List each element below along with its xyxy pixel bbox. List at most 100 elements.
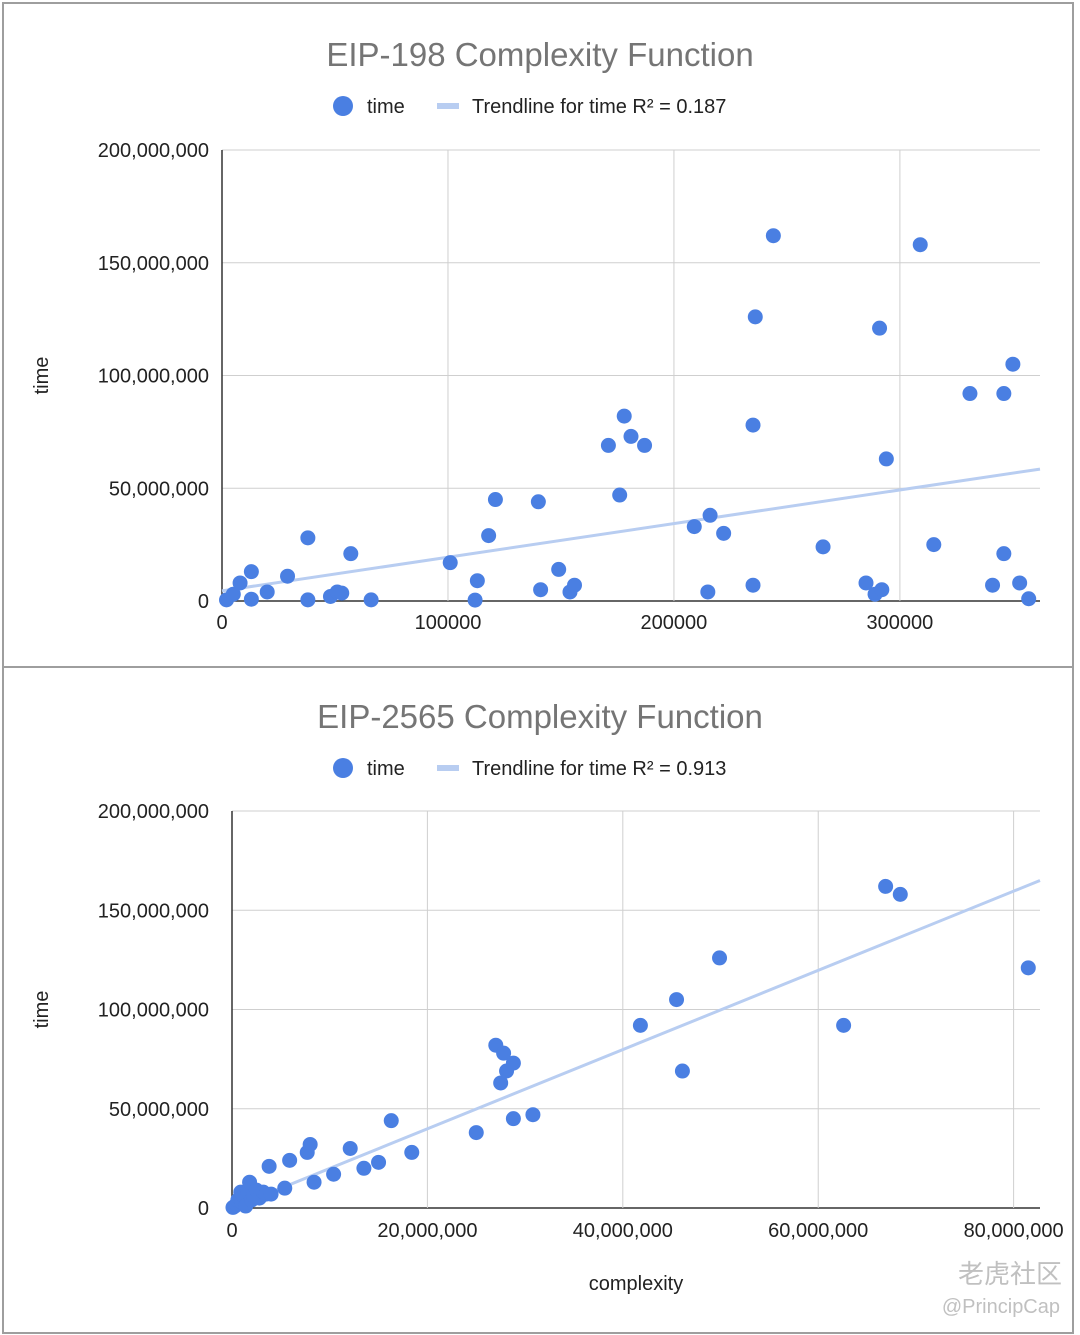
y-tick-label: 50,000,000 bbox=[109, 478, 209, 500]
y-tick-label: 150,000,000 bbox=[98, 900, 209, 922]
data-point bbox=[300, 530, 316, 546]
data-point bbox=[442, 555, 458, 571]
x-tick-label: 200000 bbox=[641, 612, 708, 634]
data-point bbox=[469, 573, 485, 589]
data-point bbox=[747, 309, 763, 325]
data-point bbox=[1021, 591, 1037, 607]
data-point bbox=[962, 386, 978, 402]
data-point bbox=[356, 1160, 372, 1176]
data-point bbox=[712, 950, 728, 966]
data-point bbox=[716, 525, 732, 541]
data-point bbox=[302, 1136, 318, 1152]
data-point bbox=[612, 487, 628, 503]
data-point bbox=[383, 1113, 399, 1129]
data-point bbox=[371, 1154, 387, 1170]
data-point bbox=[632, 1017, 648, 1033]
x-tick-label: 0 bbox=[226, 1220, 237, 1242]
y-tick-label: 200,000,000 bbox=[98, 801, 209, 823]
data-point bbox=[616, 408, 632, 424]
data-point bbox=[872, 320, 888, 336]
data-point bbox=[551, 561, 567, 577]
data-point bbox=[404, 1144, 420, 1160]
data-point bbox=[493, 1075, 509, 1091]
legend-label-trend: Trendline for time R² = 0.913 bbox=[472, 758, 726, 780]
data-point bbox=[306, 1174, 322, 1190]
legend-label-points: time bbox=[367, 96, 405, 118]
data-point bbox=[243, 591, 259, 607]
y-tick-label: 150,000,000 bbox=[98, 253, 209, 275]
data-point bbox=[277, 1180, 293, 1196]
y-axis-title: time bbox=[31, 357, 53, 395]
legend-marker-points bbox=[333, 758, 353, 778]
data-point bbox=[702, 507, 718, 523]
data-point bbox=[926, 537, 942, 553]
x-tick-label: 60,000,000 bbox=[768, 1220, 868, 1242]
legend-label-trend: Trendline for time R² = 0.187 bbox=[472, 96, 726, 118]
data-point bbox=[1020, 960, 1036, 976]
data-point bbox=[985, 577, 1001, 593]
y-tick-label: 100,000,000 bbox=[98, 366, 209, 388]
data-point bbox=[674, 1063, 690, 1079]
data-point bbox=[1005, 356, 1021, 372]
data-point bbox=[467, 592, 483, 608]
data-point bbox=[878, 451, 894, 467]
data-point bbox=[505, 1055, 521, 1071]
x-tick-label: 100000 bbox=[415, 612, 482, 634]
data-point bbox=[567, 577, 583, 593]
legend-marker-points bbox=[333, 96, 353, 116]
data-point bbox=[259, 584, 275, 600]
data-point bbox=[263, 1186, 279, 1202]
data-point bbox=[533, 582, 549, 598]
data-point bbox=[232, 575, 248, 591]
x-tick-label: 80,000,000 bbox=[964, 1220, 1064, 1242]
data-point bbox=[745, 417, 761, 433]
trendline bbox=[231, 879, 1041, 1210]
data-point bbox=[496, 1045, 512, 1061]
y-tick-label: 100,000,000 bbox=[98, 1000, 209, 1022]
data-point bbox=[912, 237, 928, 253]
data-point bbox=[505, 1111, 521, 1127]
x-tick-label: 300000 bbox=[867, 612, 934, 634]
y-tick-label: 0 bbox=[198, 591, 209, 613]
data-point bbox=[261, 1158, 277, 1174]
data-point bbox=[481, 528, 497, 544]
data-point bbox=[669, 992, 685, 1008]
data-point bbox=[326, 1166, 342, 1182]
x-axis-title: complexity bbox=[589, 1273, 683, 1295]
data-point bbox=[280, 568, 296, 584]
data-point bbox=[892, 886, 908, 902]
data-point bbox=[765, 228, 781, 244]
data-point bbox=[1012, 575, 1028, 591]
x-tick-label: 20,000,000 bbox=[377, 1220, 477, 1242]
data-point bbox=[700, 584, 716, 600]
data-point bbox=[363, 592, 379, 608]
y-tick-label: 0 bbox=[198, 1198, 209, 1220]
data-point bbox=[878, 878, 894, 894]
y-tick-label: 200,000,000 bbox=[98, 140, 209, 162]
watermark-logo: 老虎社区 bbox=[957, 1259, 1062, 1289]
data-point bbox=[468, 1125, 484, 1141]
data-point bbox=[334, 585, 350, 601]
data-point bbox=[858, 575, 874, 591]
data-point bbox=[343, 546, 359, 562]
chart-title: EIP-198 Complexity Function bbox=[326, 36, 753, 73]
data-point bbox=[836, 1017, 852, 1033]
data-point bbox=[225, 586, 241, 602]
data-point bbox=[530, 494, 546, 510]
data-point bbox=[487, 492, 503, 508]
watermark-handle: @PrincipCap bbox=[941, 1296, 1060, 1318]
data-point bbox=[874, 582, 890, 598]
data-point bbox=[282, 1152, 298, 1168]
data-point bbox=[525, 1107, 541, 1123]
data-point bbox=[342, 1140, 358, 1156]
data-point bbox=[243, 564, 259, 580]
data-point bbox=[996, 386, 1012, 402]
data-point bbox=[637, 437, 653, 453]
y-tick-label: 50,000,000 bbox=[109, 1099, 209, 1121]
trendline bbox=[221, 467, 1041, 593]
chart-panel-bottom bbox=[2, 666, 1074, 1334]
data-point bbox=[623, 428, 639, 444]
data-point bbox=[996, 546, 1012, 562]
